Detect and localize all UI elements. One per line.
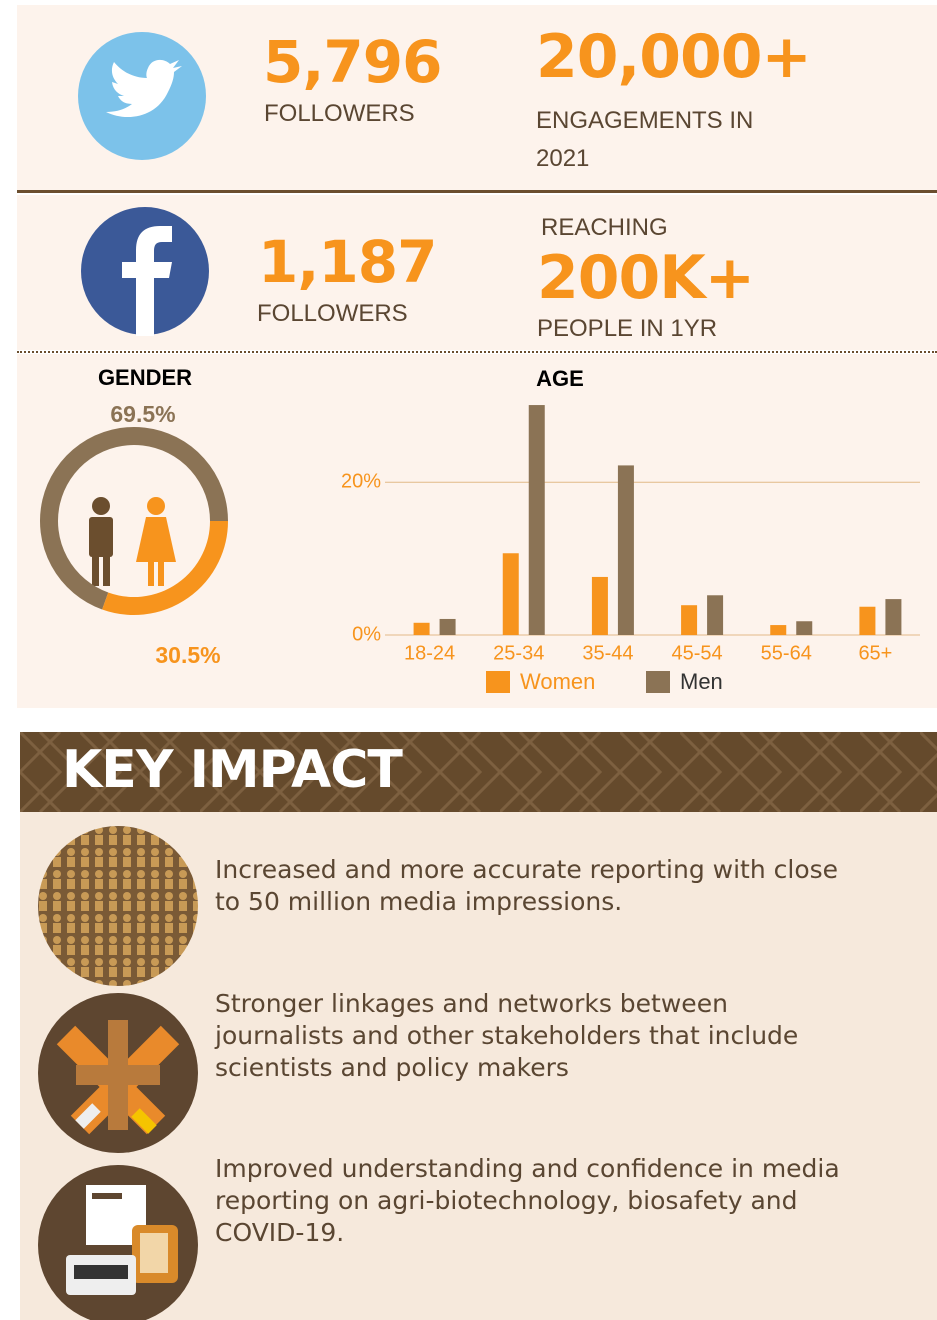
legend-label: Men (680, 669, 723, 694)
man-figure (89, 497, 113, 586)
impact-icons (36, 825, 201, 1320)
twitter-icon (76, 30, 208, 162)
bar (592, 577, 608, 635)
bar (681, 605, 697, 635)
impact-text: Increased and more accurate reporting wi… (215, 854, 855, 918)
reach-prefix: REACHING (541, 214, 668, 242)
woman-figure (136, 497, 176, 586)
media-icon (38, 1165, 198, 1320)
age-title: AGE (536, 366, 584, 391)
twitter-engagements: 20,000+ (536, 22, 811, 92)
x-tick-label: 45-54 (672, 642, 723, 664)
bar (859, 607, 875, 635)
bar (618, 465, 634, 635)
twitter-followers: 5,796 (263, 28, 441, 96)
bar (503, 553, 519, 635)
infographic: 5,796 FOLLOWERS 20,000+ ENGAGEMENTS IN 2… (0, 0, 937, 1320)
gender-label: 69.5% (110, 401, 175, 427)
impact-text: Improved understanding and confidence in… (215, 1153, 855, 1249)
bar (529, 405, 545, 635)
x-tick-label: 65+ (858, 642, 892, 664)
bar (707, 595, 723, 635)
x-tick-label: 18-24 (404, 642, 455, 664)
twitter-followers-label: FOLLOWERS (264, 100, 415, 128)
y-tick-label: 20% (341, 470, 381, 492)
bar (414, 623, 430, 635)
facebook-icon (80, 206, 210, 336)
key-impact-title: KEY IMPACT (62, 740, 402, 800)
bar (440, 619, 456, 635)
impact-text: Stronger linkages and networks between j… (215, 988, 855, 1084)
bar (885, 599, 901, 635)
legend-swatch (646, 671, 670, 693)
y-tick-label: 0% (352, 623, 381, 645)
hands-icon (38, 993, 198, 1153)
legend-label: Women (520, 669, 595, 694)
divider (17, 190, 937, 193)
x-tick-label: 35-44 (582, 642, 633, 664)
x-tick-label: 55-64 (761, 642, 812, 664)
gender-title: GENDER (98, 365, 192, 390)
bar (770, 625, 786, 635)
dotted-divider (17, 351, 937, 353)
legend-swatch (486, 671, 510, 693)
charts: GENDER AGE 69.5% 30.5% 0% 20% 18-24 25-34 35… (0, 354, 937, 708)
facebook-followers: 1,187 (258, 228, 436, 296)
gender-label: 30.5% (155, 642, 220, 668)
twitter-engagements-label: ENGAGEMENTS IN 2021 (536, 102, 796, 178)
facebook-followers-label: FOLLOWERS (257, 300, 408, 328)
x-tick-label: 25-34 (493, 642, 544, 664)
crowd-icon (38, 826, 198, 986)
reach-value: 200K+ (537, 243, 754, 313)
bar (796, 621, 812, 635)
reach-suffix: PEOPLE IN 1YR (537, 315, 717, 343)
